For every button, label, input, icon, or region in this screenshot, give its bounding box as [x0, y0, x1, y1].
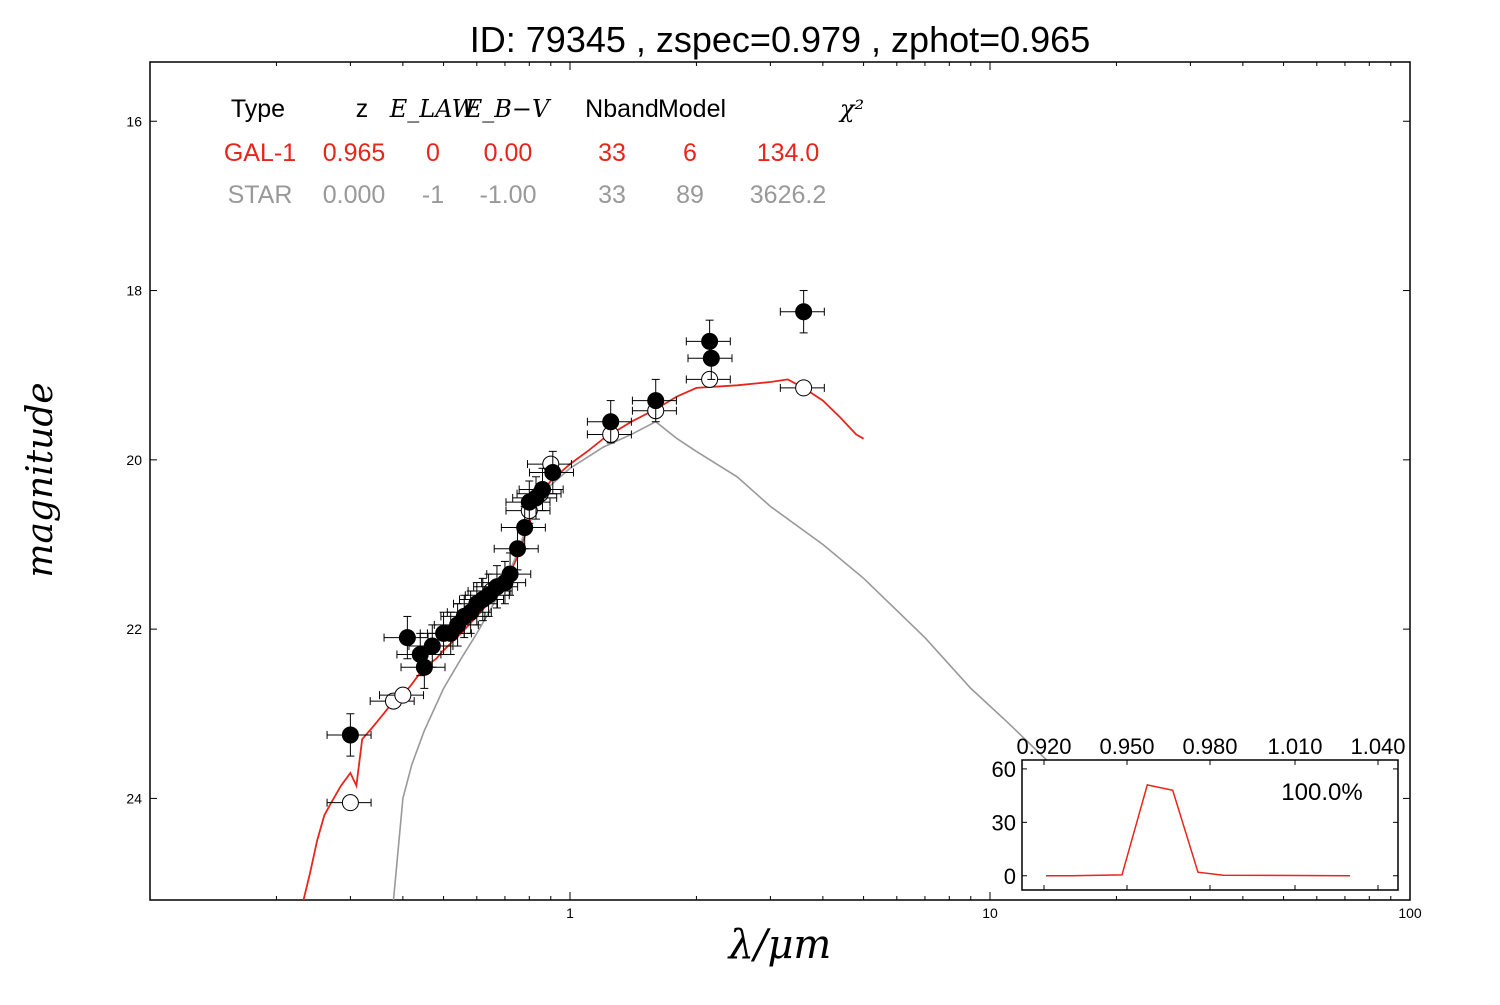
inset-y-tick-label: 60 — [992, 757, 1016, 782]
y-tick-label: 24 — [126, 790, 142, 806]
legend-cell: -1 — [422, 181, 444, 209]
y-axis-label: magnitude — [20, 382, 61, 577]
legend-header: z — [356, 95, 369, 123]
model-point — [795, 379, 813, 397]
legend-cell: 6 — [683, 139, 697, 167]
inset-frame — [1021, 759, 1399, 891]
inset-x-tick-label: 1.010 — [1267, 734, 1322, 759]
inset-series — [1046, 784, 1351, 877]
inset-pdf-line — [1046, 784, 1351, 877]
series-layer — [302, 290, 1052, 900]
chart-title: ID: 79345 , zspec=0.979 , zphot=0.965 — [470, 19, 1090, 60]
y-tick-label: 16 — [126, 113, 142, 129]
observed-point — [702, 349, 720, 367]
legend-cell: 0.000 — [323, 181, 386, 209]
observed-point — [501, 565, 519, 583]
observed-point — [602, 413, 620, 431]
legend-cell: 33 — [598, 181, 626, 209]
y-tick-label: 20 — [126, 452, 142, 468]
x-tick-label: 1 — [566, 905, 574, 921]
observed-point — [533, 480, 551, 498]
legend-cell: 0.965 — [323, 139, 386, 167]
observed-point — [516, 519, 534, 537]
legend-cell: 134.0 — [757, 139, 820, 167]
legend-cell: 0.00 — [484, 139, 533, 167]
spectrum-line-gal-1 — [302, 378, 865, 900]
legend-cell: 33 — [598, 139, 626, 167]
inset-y-tick-label: 30 — [992, 810, 1016, 835]
inset-annotation: 100.0% — [1281, 779, 1362, 806]
y-tick-label: 22 — [126, 621, 142, 637]
legend-cell: 3626.2 — [750, 181, 826, 209]
legend-header: χ² — [838, 95, 864, 123]
observed-point — [795, 303, 813, 321]
inset-ticks: 0.920 0.950 0.980 1.010 1.040 0 30 60 — [992, 734, 1406, 890]
legend-header: Nband — [585, 95, 659, 123]
observed-point — [398, 629, 416, 647]
model-point — [394, 686, 412, 704]
model-point — [341, 794, 359, 812]
inset-x-tick-label: 0.950 — [1099, 734, 1154, 759]
x-axis-label: λ/μm — [727, 922, 832, 968]
inset-x-tick-label: 0.920 — [1016, 734, 1071, 759]
legend-header: Type — [231, 95, 285, 123]
x-tick-label: 10 — [982, 905, 998, 921]
inset-x-tick-label: 1.040 — [1350, 734, 1405, 759]
legend-cell: -1.00 — [480, 181, 537, 209]
inset-x-tick-label: 0.980 — [1182, 734, 1237, 759]
legend-header: Model — [658, 95, 726, 123]
observed-point — [341, 726, 359, 744]
legend-header: E_LAW — [389, 95, 479, 123]
x-axis-ticks: 1 10 100 — [275, 62, 1422, 921]
x-tick-label: 100 — [1398, 905, 1422, 921]
observed-point — [701, 332, 719, 350]
legend-cell: STAR — [228, 181, 293, 209]
legend-cell: GAL-1 — [224, 139, 296, 167]
spectrum-line-star — [392, 420, 1052, 900]
legend-cell: 89 — [676, 181, 704, 209]
y-tick-label: 18 — [126, 283, 142, 299]
observed-point — [647, 392, 665, 410]
observed-point — [544, 464, 562, 482]
plot-frame — [149, 61, 1411, 901]
observed-point — [423, 637, 441, 655]
inset-y-tick-label: 0 — [1004, 864, 1016, 889]
redshift-pdf-inset: 0.920 0.950 0.980 1.010 1.040 0 30 60 100.0% — [992, 734, 1406, 891]
y-axis-ticks: 16 18 20 22 24 — [126, 113, 1410, 806]
legend-cell: 0 — [426, 139, 440, 167]
legend-header: E_B−V — [464, 95, 552, 123]
